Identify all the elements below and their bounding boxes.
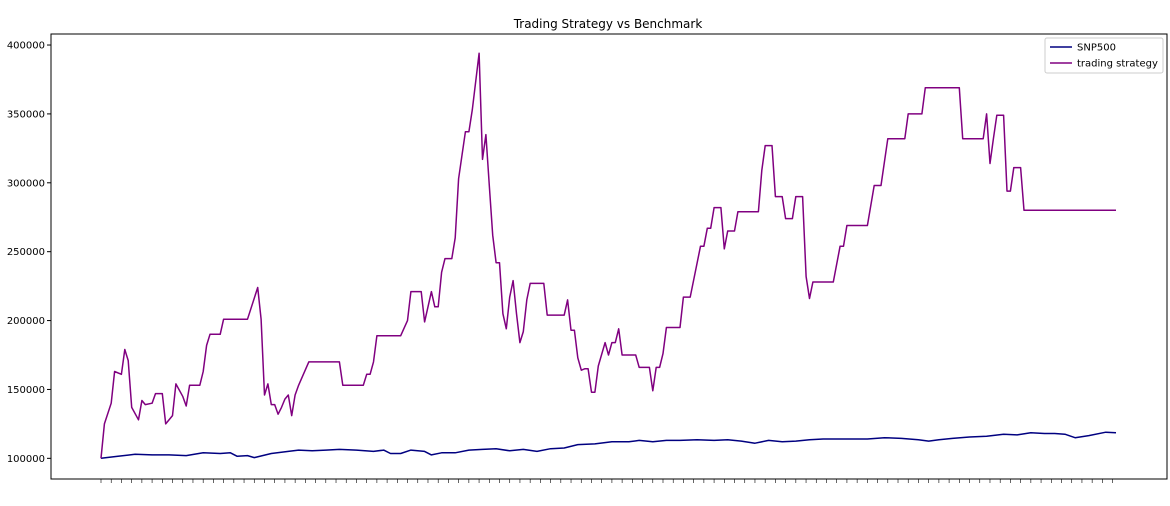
x-axis	[100, 479, 1113, 483]
y-tick-label: 150000	[7, 385, 45, 396]
y-tick-label: 200000	[7, 316, 45, 327]
y-tick-label: 250000	[7, 247, 45, 258]
series-line-trading-strategy	[100, 52, 1116, 459]
legend: SNP500 trading strategy	[1044, 37, 1164, 74]
plot-area	[50, 33, 1168, 480]
legend-label-snp500: SNP500	[1077, 43, 1116, 54]
chart-title: Trading Strategy vs Benchmark	[513, 17, 703, 31]
y-tick-label: 350000	[7, 109, 45, 120]
y-tick-label: 400000	[7, 41, 45, 52]
series-group	[100, 52, 1117, 460]
y-tick-label: 300000	[7, 178, 45, 189]
series-line-snp500	[100, 431, 1117, 460]
y-axis: 100000 150000 200000 250000 300000 350000 4000…	[7, 41, 51, 465]
legend-box	[1044, 37, 1164, 74]
y-tick-label: 100000	[7, 454, 45, 465]
legend-label-trading-strategy: trading strategy	[1077, 59, 1158, 70]
